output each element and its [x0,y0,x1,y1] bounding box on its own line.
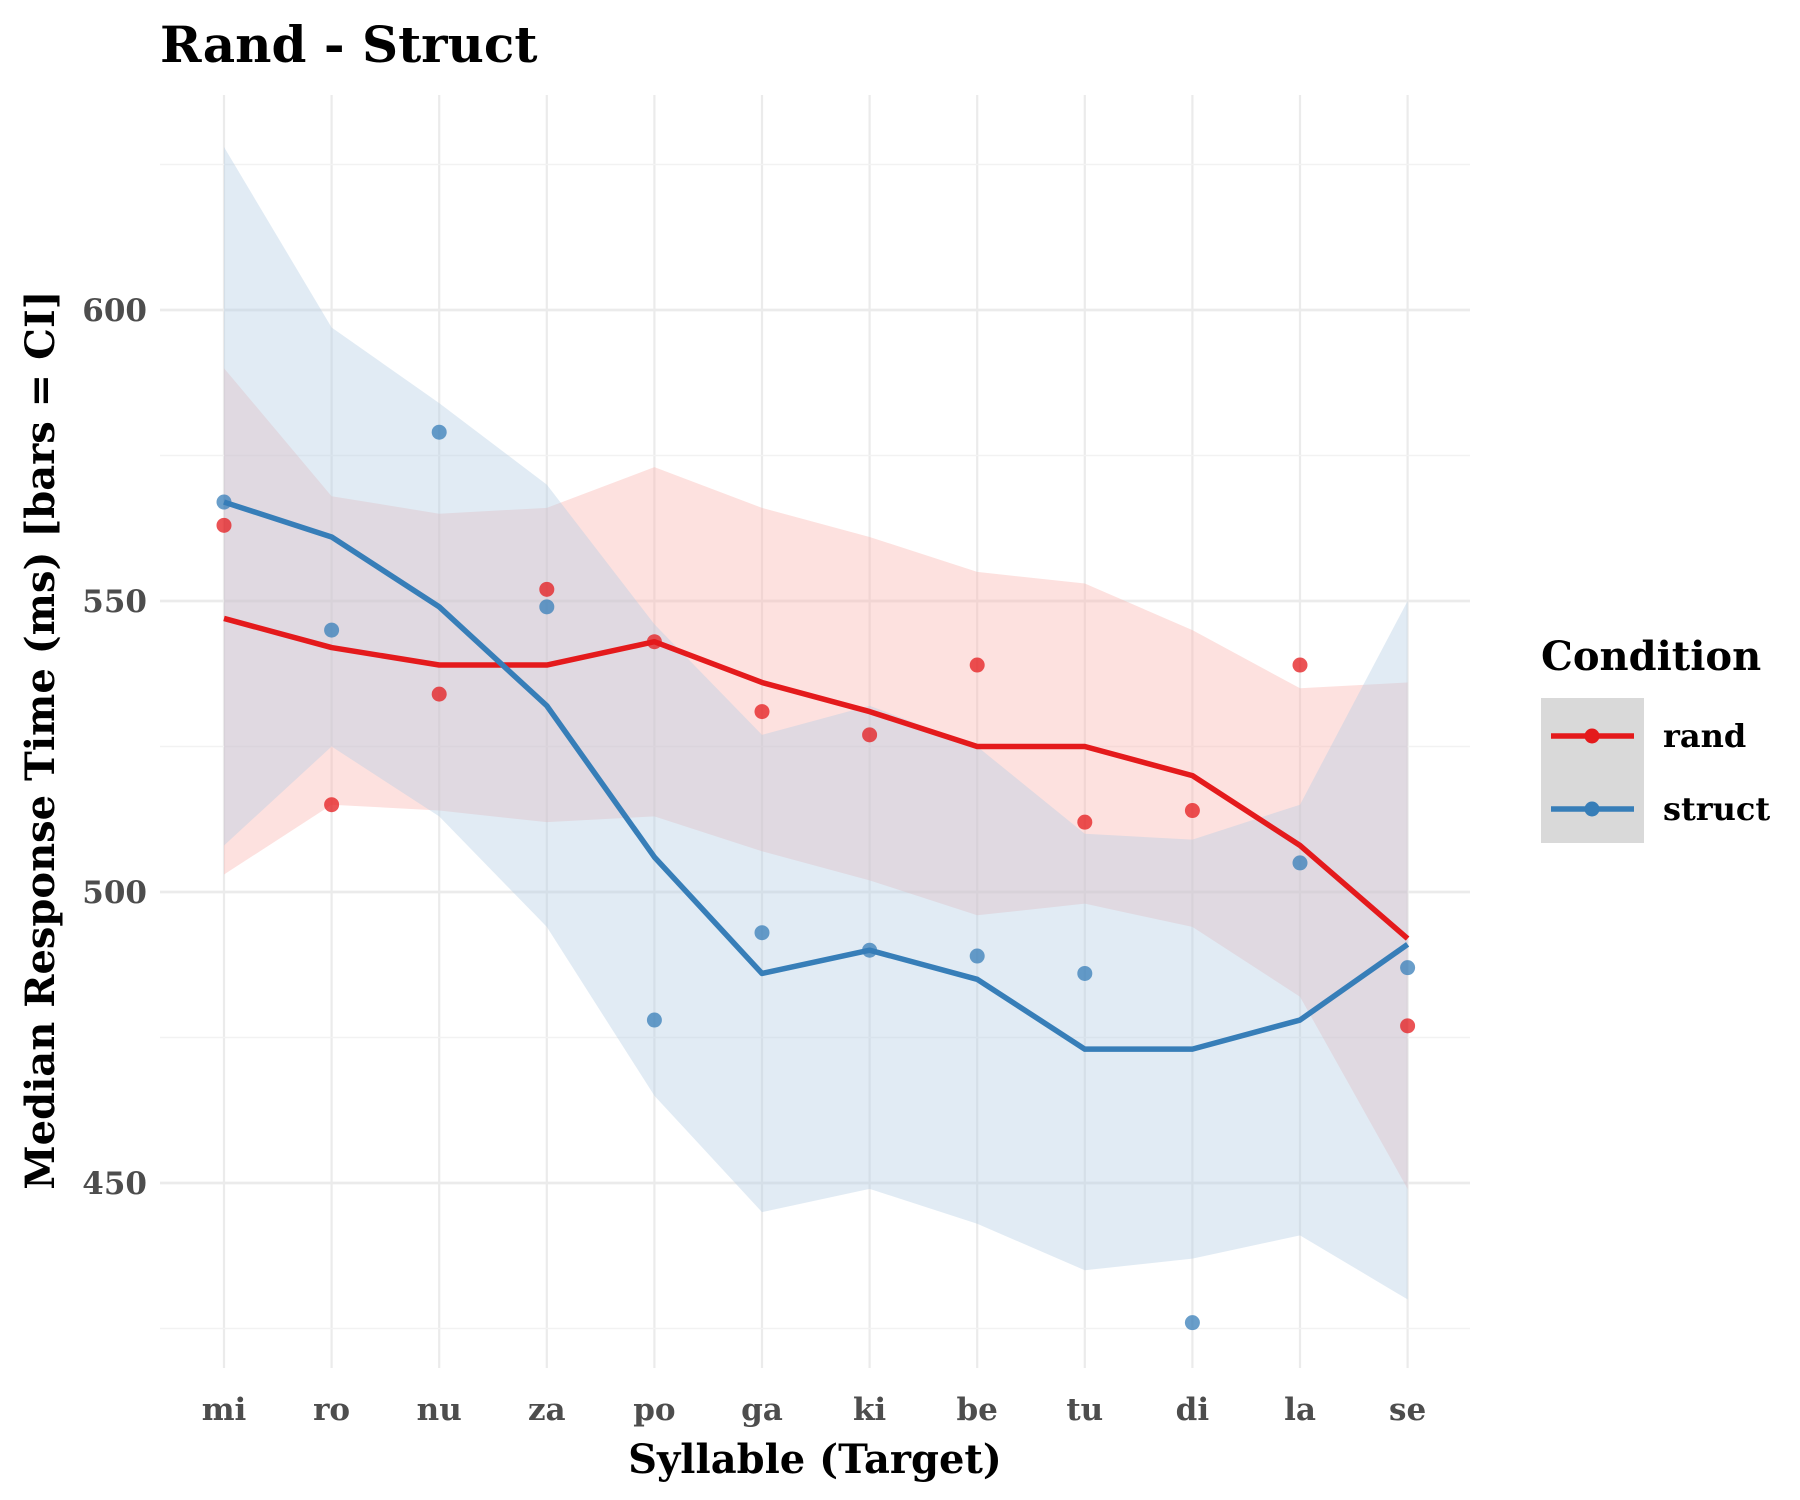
legend-point-rand [1584,728,1600,744]
x-tick-label: be [956,1392,997,1428]
point-struct-mi [216,494,232,510]
x-tick-label: tu [1066,1392,1103,1428]
point-rand-nu [431,686,447,702]
y-tick-label: 600 [82,293,147,329]
point-struct-ki [862,942,878,958]
x-tick-labels: mi ro nu za po ga ki be tu di la se [202,1392,1426,1428]
point-struct-la [1292,855,1308,871]
y-tick-labels: 450 500 550 600 [82,293,147,1202]
x-axis-title: Syllable (Target) [628,1436,1002,1483]
point-rand-tu [1077,814,1093,830]
x-tick-label: ki [853,1392,886,1428]
point-rand-ki [862,727,878,743]
point-rand-za [539,581,555,597]
legend-label-struct: struct [1663,790,1770,828]
x-tick-label: ro [313,1392,350,1428]
point-struct-se [1400,960,1416,976]
x-tick-label: se [1389,1392,1426,1428]
point-struct-tu [1077,965,1093,981]
ci-band-struct [224,147,1408,1300]
point-struct-ro [324,622,340,638]
x-tick-label: ga [741,1392,783,1428]
point-rand-po [646,634,662,650]
x-tick-label: po [633,1392,675,1428]
point-rand-se [1400,1018,1416,1034]
series-lines [223,499,1410,1052]
line-rand [223,615,1410,941]
ci-band-rand [224,368,1408,1189]
legend-label-rand: rand [1663,717,1746,755]
point-rand-ro [324,797,340,813]
point-struct-be [969,948,985,964]
point-rand-be [969,657,985,673]
y-tick-label: 450 [82,1166,147,1202]
point-struct-ga [754,925,770,941]
x-tick-label: mi [202,1392,247,1428]
grid [160,95,1470,1368]
data-points [216,424,1416,1331]
x-tick-label: di [1176,1392,1209,1428]
y-tick-label: 550 [82,584,147,620]
line-struct [223,499,1410,1052]
legend-point-struct [1584,801,1600,817]
point-rand-la [1292,657,1308,673]
point-struct-po [646,1012,662,1028]
legend-title: Condition [1541,633,1761,680]
ci-bands [224,147,1408,1300]
point-rand-di [1184,803,1200,819]
x-tick-label: za [528,1392,566,1428]
y-tick-label: 500 [82,875,147,911]
x-tick-label: la [1284,1392,1316,1428]
x-tick-label: nu [417,1392,462,1428]
y-axis-title: Median Response Time (ms) [bars = CI] [17,290,64,1189]
chart-title: Rand - Struct [160,15,537,74]
legend-key-background [1541,698,1644,843]
point-struct-za [539,599,555,615]
point-struct-di [1184,1315,1200,1331]
point-struct-nu [431,424,447,440]
legend: Condition rand struct [1541,633,1770,843]
point-rand-ga [754,704,770,720]
point-rand-mi [216,517,232,533]
